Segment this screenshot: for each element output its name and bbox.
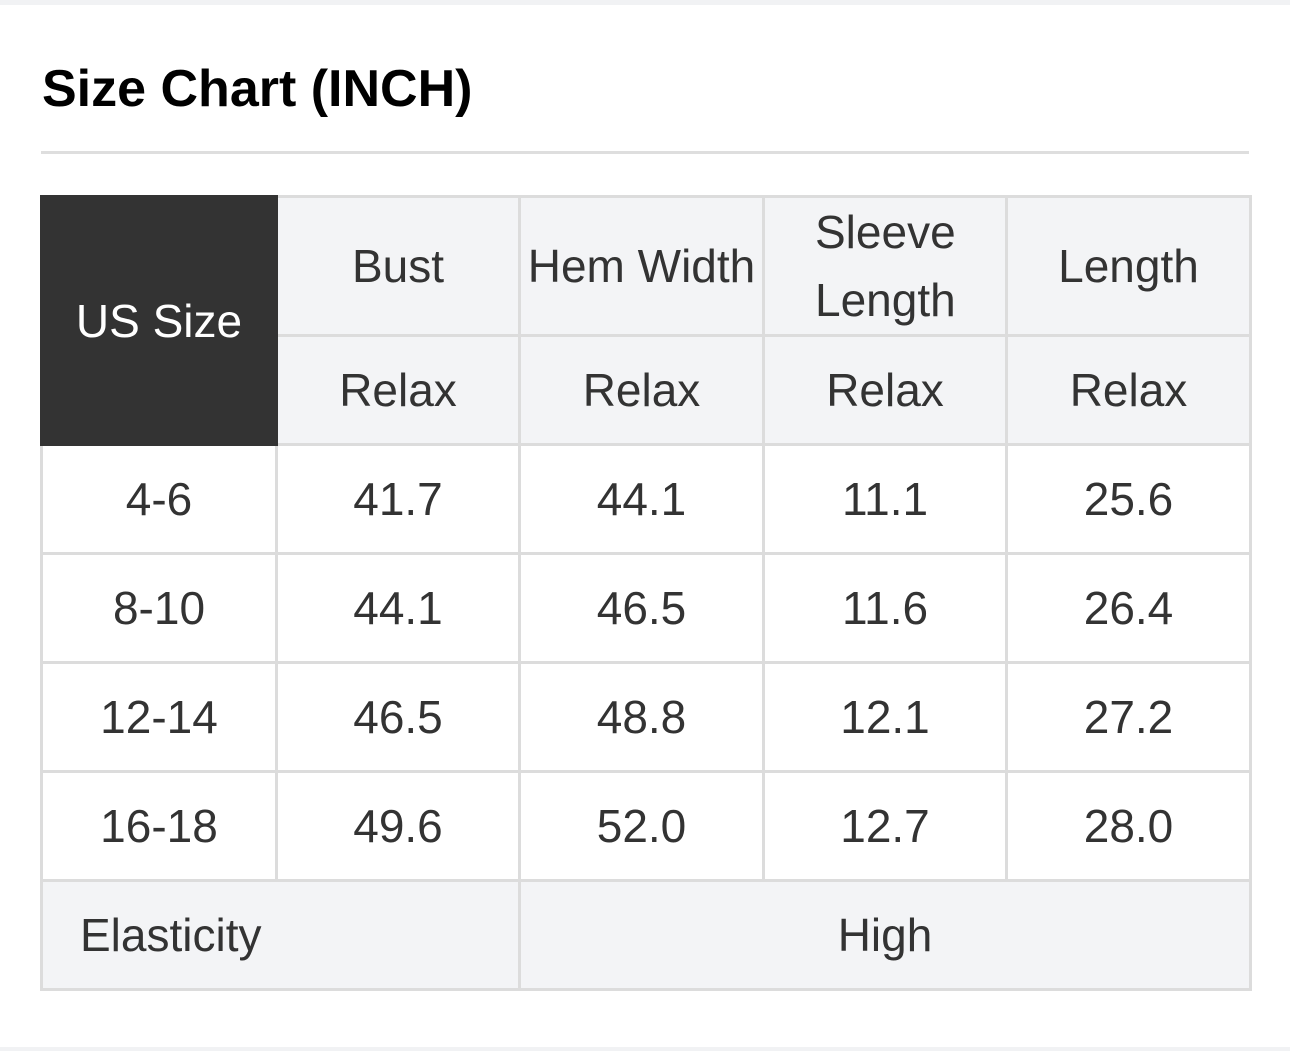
value-cell: 41.7	[275, 443, 521, 555]
elasticity-row: Elasticity High	[40, 879, 1252, 991]
table-row: 4-6 41.7 44.1 11.1 25.6	[40, 443, 1252, 555]
value-cell: 46.5	[518, 552, 765, 664]
value-cell: 26.4	[1005, 552, 1252, 664]
us-size-header: US Size	[40, 195, 278, 446]
title-divider	[41, 151, 1249, 154]
elasticity-label: Elasticity	[40, 879, 521, 991]
bottom-divider	[0, 1047, 1290, 1051]
subheader-cell: Relax	[1005, 334, 1252, 446]
top-divider	[0, 0, 1290, 5]
table-row: 12-14 46.5 48.8 12.1 27.2	[40, 661, 1252, 773]
size-cell: 12-14	[40, 661, 278, 773]
subheader-cell: Relax	[518, 334, 765, 446]
value-cell: 28.0	[1005, 770, 1252, 882]
value-cell: 52.0	[518, 770, 765, 882]
elasticity-value: High	[518, 879, 1252, 991]
value-cell: 12.1	[762, 661, 1008, 773]
value-cell: 48.8	[518, 661, 765, 773]
table-row: 8-10 44.1 46.5 11.6 26.4	[40, 552, 1252, 664]
value-cell: 25.6	[1005, 443, 1252, 555]
size-chart-table: US Size Bust Hem Width Sleeve Length Len…	[40, 195, 1252, 991]
size-cell: 4-6	[40, 443, 278, 555]
value-cell: 46.5	[275, 661, 521, 773]
column-header-sleeve-length: Sleeve Length	[762, 195, 1008, 337]
size-cell: 16-18	[40, 770, 278, 882]
value-cell: 27.2	[1005, 661, 1252, 773]
value-cell: 11.6	[762, 552, 1008, 664]
table-row: 16-18 49.6 52.0 12.7 28.0	[40, 770, 1252, 882]
subheader-cell: Relax	[762, 334, 1008, 446]
subheader-cell: Relax	[275, 334, 521, 446]
column-header-bust: Bust	[275, 195, 521, 337]
value-cell: 49.6	[275, 770, 521, 882]
value-cell: 11.1	[762, 443, 1008, 555]
subheader-row: Relax Relax Relax Relax	[42, 334, 1252, 446]
column-header-length: Length	[1005, 195, 1252, 337]
size-cell: 8-10	[40, 552, 278, 664]
header-row: US Size Bust Hem Width Sleeve Length Len…	[40, 195, 1252, 446]
value-cell: 12.7	[762, 770, 1008, 882]
column-header-hem-width: Hem Width	[518, 195, 765, 337]
value-cell: 44.1	[518, 443, 765, 555]
value-cell: 44.1	[275, 552, 521, 664]
page-title: Size Chart (INCH)	[42, 60, 473, 118]
